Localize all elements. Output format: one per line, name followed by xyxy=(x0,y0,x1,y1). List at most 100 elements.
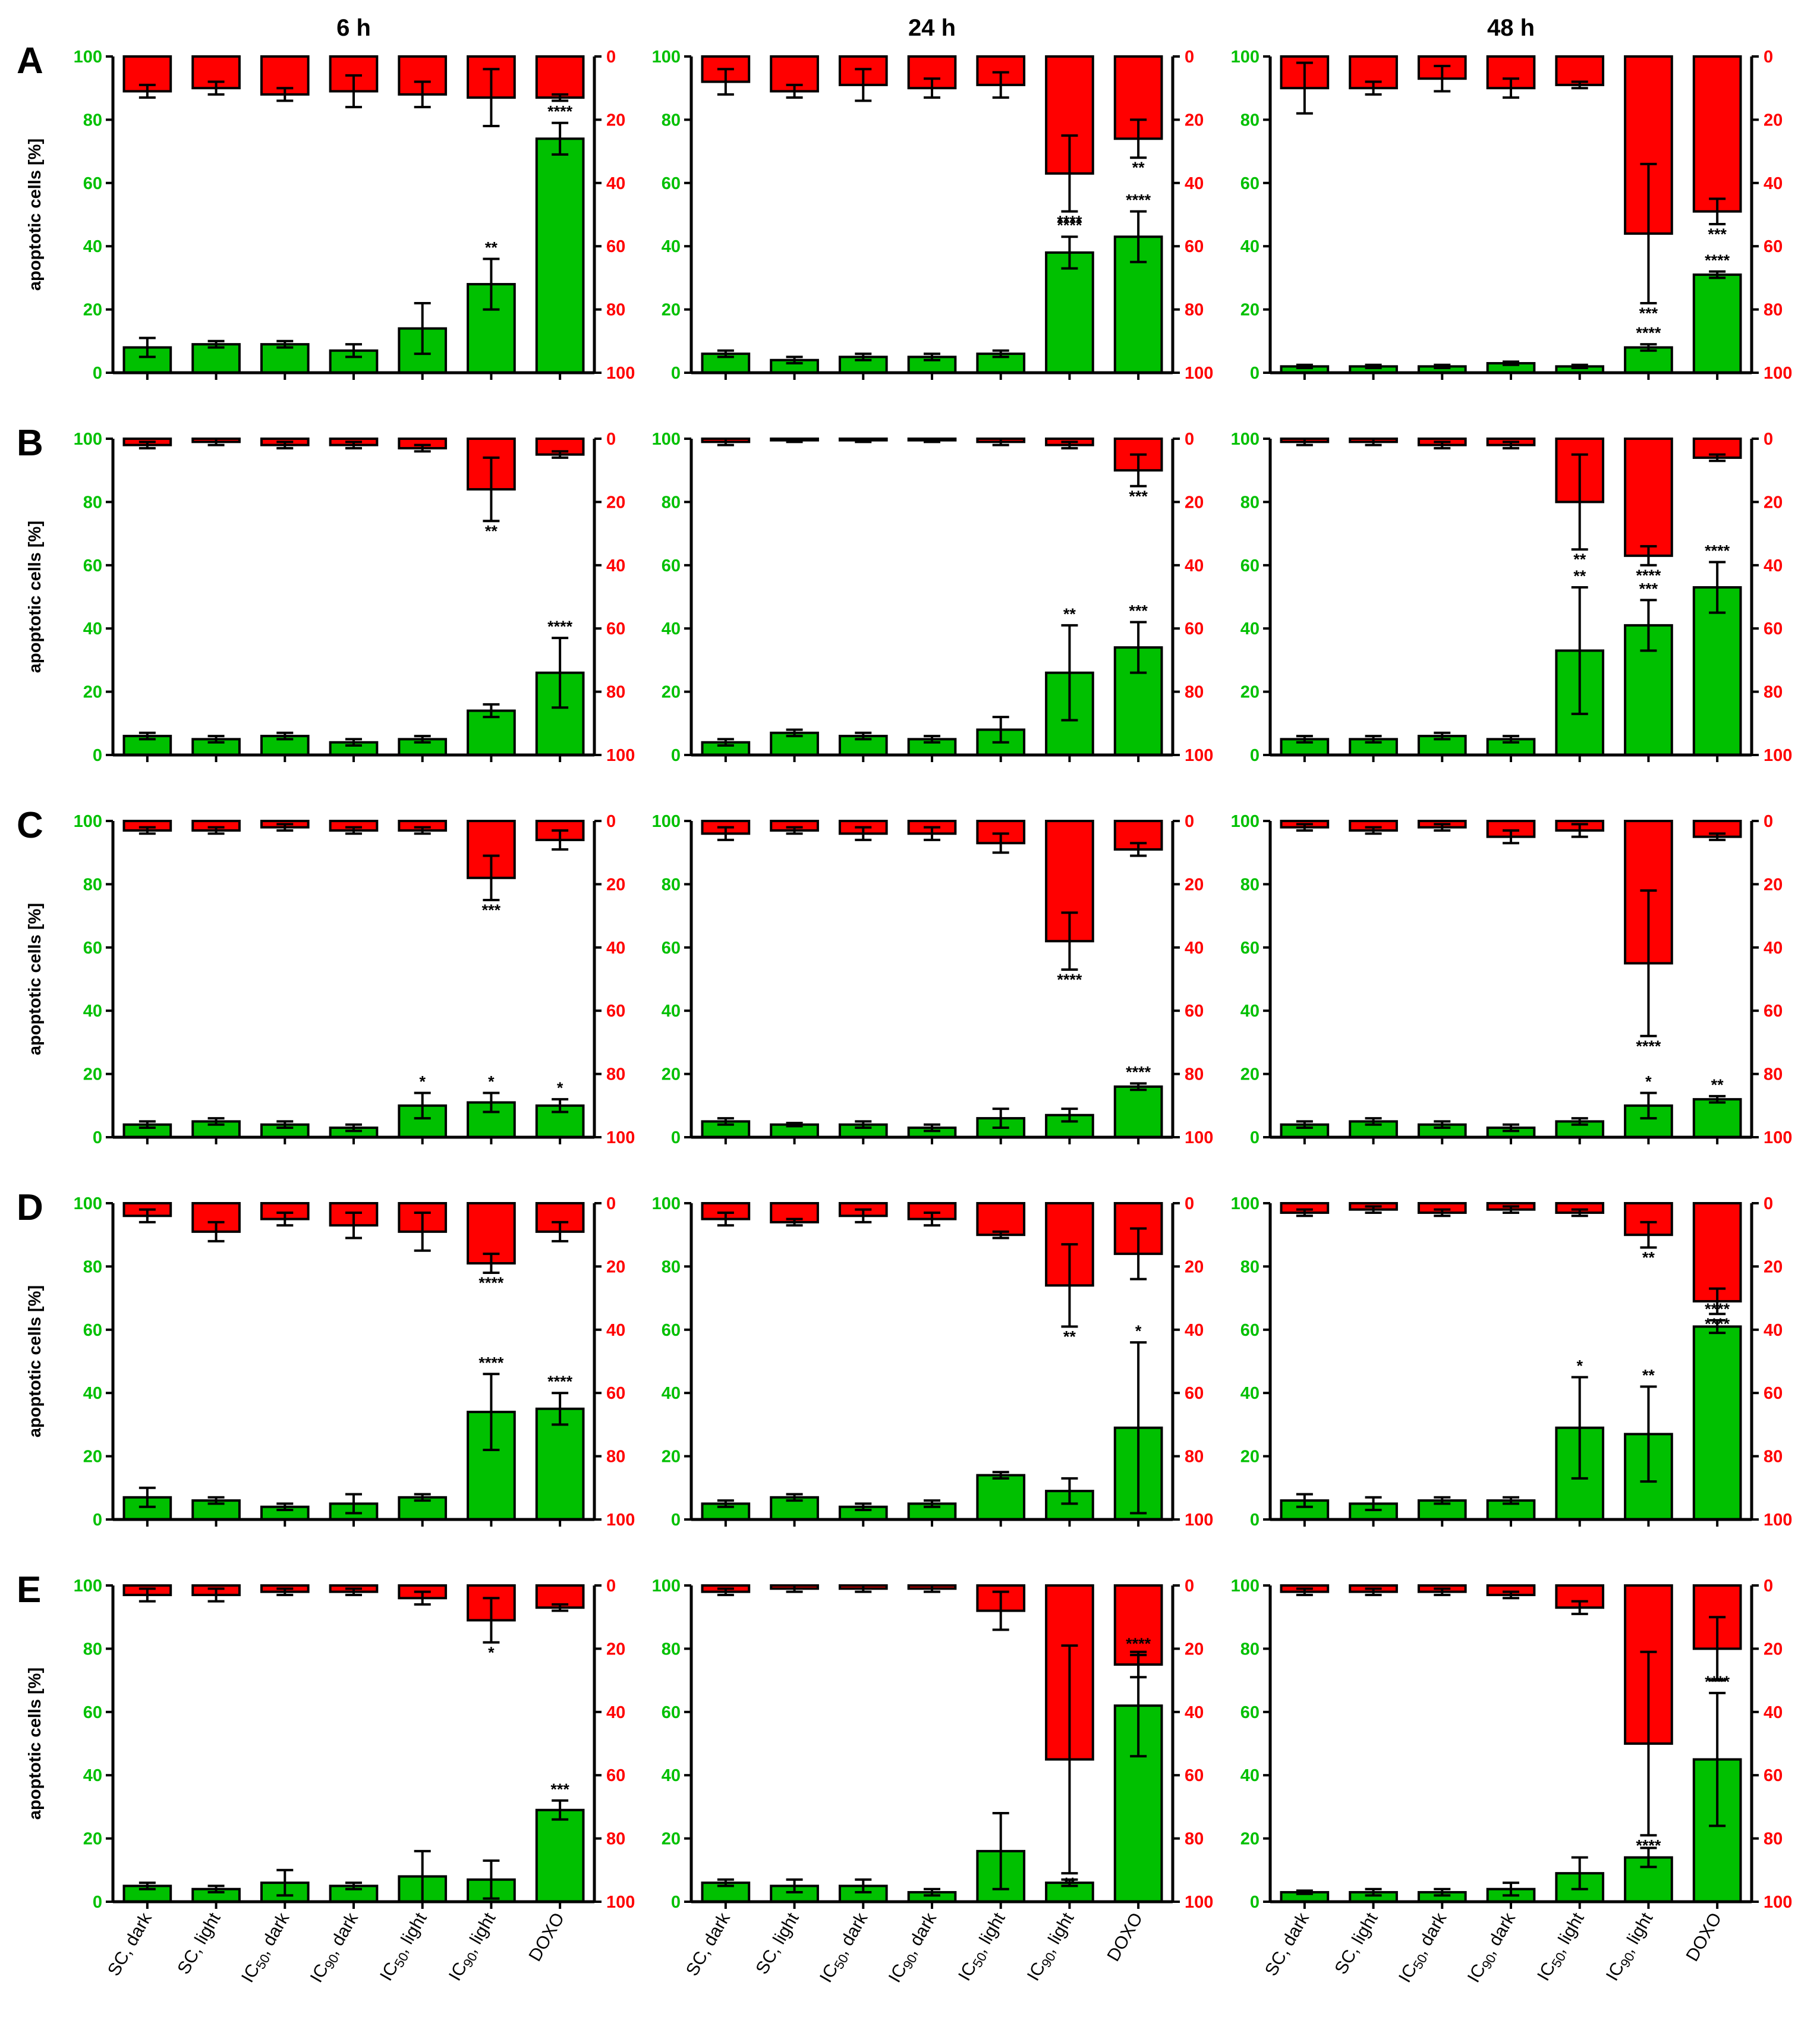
left-tick-label: 40 xyxy=(662,237,681,256)
left-tick-label: 0 xyxy=(93,1128,102,1147)
apoptotic-significance: *** xyxy=(1639,580,1658,597)
left-tick-label: 40 xyxy=(1240,1766,1259,1785)
left-tick-label: 0 xyxy=(671,364,681,383)
right-tick-label: 80 xyxy=(1764,683,1783,702)
right-tick-label: 40 xyxy=(1764,1703,1783,1722)
chart-panel-A-48h: late-apoptotic cells [%]**************02… xyxy=(1231,48,1793,383)
category-label: IC50, dark xyxy=(238,1909,295,1987)
category-label: IC90, dark xyxy=(307,1909,364,1987)
right-tick-label: 20 xyxy=(1764,493,1783,512)
left-tick-label: 20 xyxy=(662,1448,681,1467)
apoptotic-significance: ** xyxy=(1711,1076,1724,1094)
left-tick-label: 0 xyxy=(1250,746,1259,765)
left-tick-label: 100 xyxy=(1231,48,1259,67)
category-label: IC90, dark xyxy=(885,1909,943,1987)
y-axis-label-left: apoptotic cells [%] xyxy=(26,1285,45,1437)
left-tick-label: 0 xyxy=(1250,1128,1259,1147)
left-tick-label: 40 xyxy=(1240,619,1259,638)
left-tick-label: 80 xyxy=(662,111,681,130)
chart-panel-C-48h: late-apoptotic cells [%]*******020406080… xyxy=(1231,812,1793,1147)
category-label: IC90, light xyxy=(445,1909,502,1985)
apoptotic-significance: **** xyxy=(478,1354,504,1371)
left-tick-label: 60 xyxy=(1240,939,1259,958)
y-axis-label-left: apoptotic cells [%] xyxy=(26,903,45,1055)
right-tick-label: 40 xyxy=(606,174,625,193)
right-tick-label: 80 xyxy=(1764,1448,1783,1467)
right-tick-label: 100 xyxy=(1764,1511,1792,1530)
left-tick-label: 20 xyxy=(1240,1065,1259,1084)
left-tick-label: 60 xyxy=(1240,174,1259,193)
left-tick-label: 60 xyxy=(662,556,681,575)
left-tick-label: 60 xyxy=(83,939,102,958)
y-axis-label-left: apoptotic cells [%] xyxy=(26,521,45,673)
category-label: IC90, light xyxy=(1602,1909,1659,1985)
left-tick-label: 20 xyxy=(1240,301,1259,320)
right-tick-label: 80 xyxy=(1185,301,1204,320)
left-tick-label: 100 xyxy=(74,812,102,831)
left-tick-label: 20 xyxy=(1240,1448,1259,1467)
right-tick-label: 0 xyxy=(606,48,616,67)
left-tick-label: 100 xyxy=(652,48,681,67)
panel-letter-C: C xyxy=(17,805,43,846)
category-label: IC90, dark xyxy=(1464,1909,1522,1987)
right-tick-label: 0 xyxy=(606,1577,616,1596)
apoptotic-bar xyxy=(535,1808,585,1903)
column-title-6h: 6 h xyxy=(336,15,371,41)
right-tick-label: 60 xyxy=(606,237,625,256)
left-tick-label: 100 xyxy=(74,430,102,449)
apoptotic-significance: * xyxy=(1576,1357,1583,1375)
left-tick-label: 80 xyxy=(662,875,681,894)
column-title-48h: 48 h xyxy=(1487,15,1535,41)
left-tick-label: 100 xyxy=(652,1194,681,1213)
right-tick-label: 0 xyxy=(1764,1577,1773,1596)
y-axis-label-left: apoptotic cells [%] xyxy=(26,139,45,291)
apoptotic-significance: **** xyxy=(547,103,573,121)
right-tick-label: 40 xyxy=(1764,556,1783,575)
right-tick-label: 40 xyxy=(1185,1321,1204,1340)
left-tick-label: 60 xyxy=(1240,1703,1259,1722)
right-tick-label: 80 xyxy=(1185,1065,1204,1084)
left-tick-label: 60 xyxy=(83,174,102,193)
right-tick-label: 20 xyxy=(606,493,625,512)
late-apoptotic-bar xyxy=(770,55,819,93)
apoptotic-significance: **** xyxy=(1636,324,1661,342)
right-tick-label: 60 xyxy=(606,1384,625,1403)
chart-panel-D-48h: late-apoptotic cells [%]*************020… xyxy=(1231,1194,1793,1530)
right-tick-label: 80 xyxy=(606,301,625,320)
left-tick-label: 100 xyxy=(74,1194,102,1213)
category-label: SC, dark xyxy=(1261,1909,1313,1979)
left-tick-label: 20 xyxy=(83,683,102,702)
category-label: IC50, light xyxy=(1534,1909,1590,1985)
right-tick-label: 20 xyxy=(1764,111,1783,130)
left-tick-label: 0 xyxy=(671,1128,681,1147)
column-titles: 6 h 24 h 48 h xyxy=(336,15,1535,41)
category-label: SC, dark xyxy=(104,1909,156,1979)
right-tick-label: 20 xyxy=(1185,1257,1204,1276)
right-tick-label: 40 xyxy=(1185,1703,1204,1722)
late-apoptotic-significance: **** xyxy=(1636,1037,1661,1055)
late-apoptotic-bar xyxy=(1624,438,1673,557)
late-apoptotic-significance: **** xyxy=(1636,567,1661,584)
right-tick-label: 100 xyxy=(1764,364,1792,383)
right-tick-label: 60 xyxy=(1185,1002,1204,1021)
right-tick-label: 60 xyxy=(1764,1002,1783,1021)
y-axis-label-left: apoptotic cells [%] xyxy=(26,1668,45,1820)
right-tick-label: 0 xyxy=(1185,812,1194,831)
right-tick-label: 0 xyxy=(1185,1577,1194,1596)
apoptotic-bar xyxy=(535,1407,585,1521)
left-tick-label: 20 xyxy=(83,1830,102,1849)
right-tick-label: 80 xyxy=(606,683,625,702)
apoptotic-significance: * xyxy=(488,1073,495,1091)
left-tick-label: 20 xyxy=(1240,1830,1259,1849)
apoptotic-significance: **** xyxy=(1705,1300,1730,1318)
left-tick-label: 80 xyxy=(1240,493,1259,512)
apoptotic-significance: ** xyxy=(1642,1367,1655,1385)
right-tick-label: 100 xyxy=(606,1128,635,1147)
left-tick-label: 80 xyxy=(83,1640,102,1659)
category-label: SC, dark xyxy=(682,1909,734,1979)
